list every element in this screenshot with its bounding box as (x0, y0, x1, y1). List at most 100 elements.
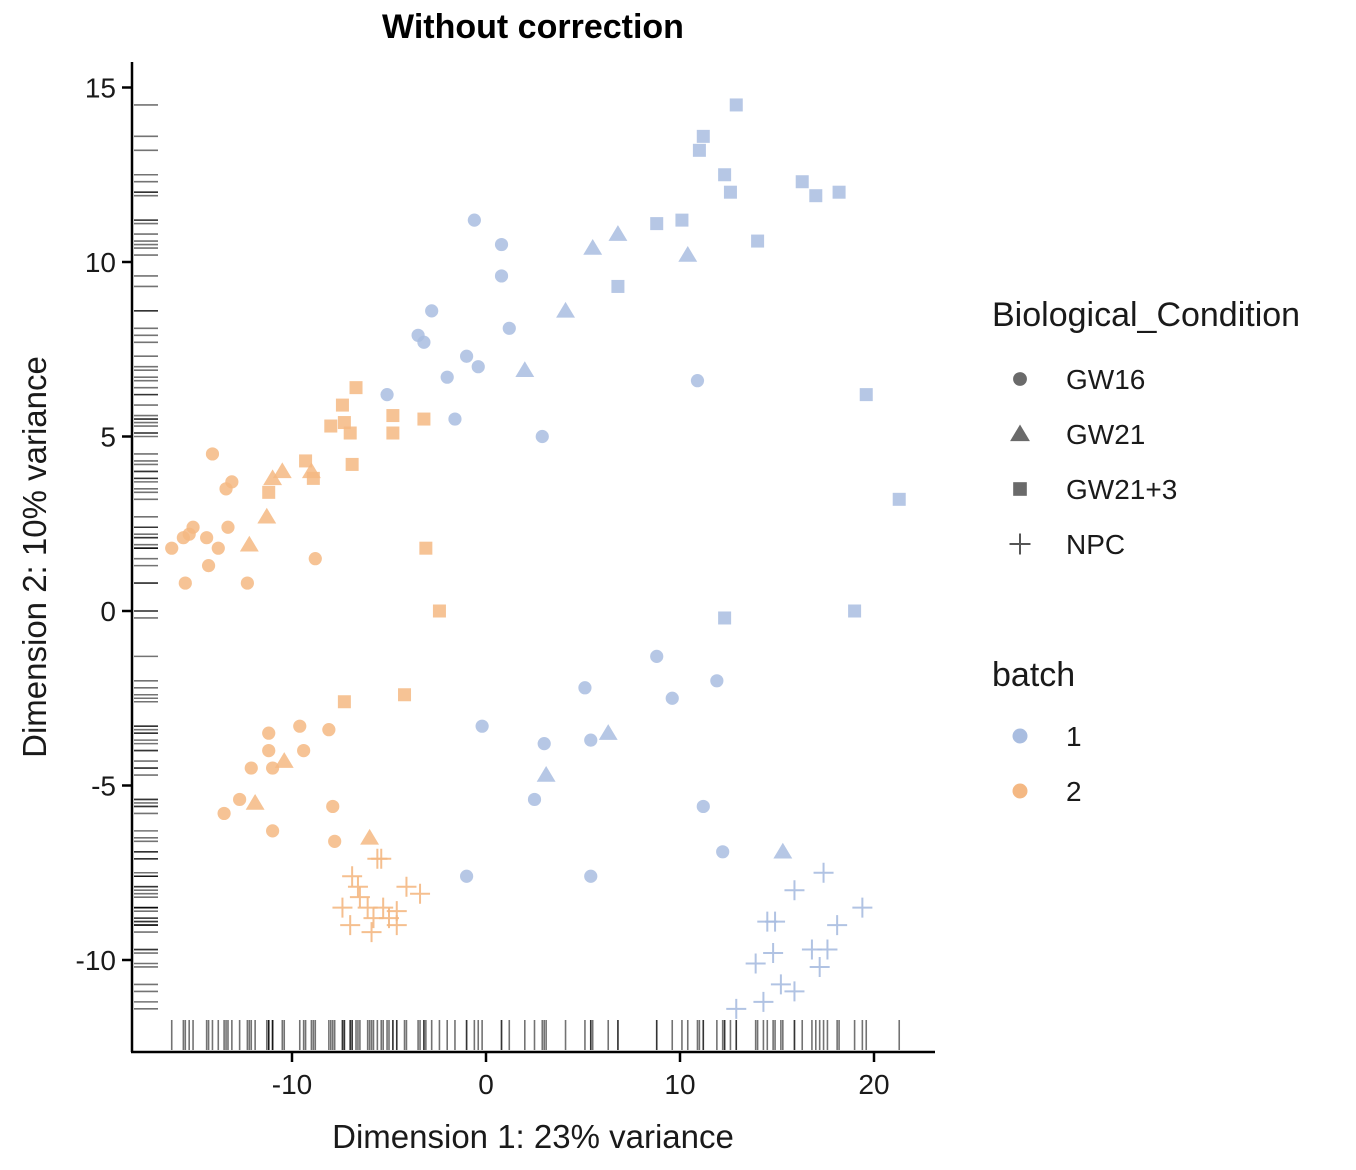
data-point (817, 939, 838, 960)
legend-item-label: 1 (1066, 721, 1082, 752)
data-point (494, 237, 509, 252)
legend-item-label: NPC (1066, 529, 1125, 560)
data-point (263, 469, 283, 486)
data-point (299, 454, 313, 468)
legend-batch-swatch (1012, 728, 1028, 744)
data-point (386, 426, 400, 440)
data-point (297, 744, 311, 758)
data-point (718, 168, 732, 182)
data-point (272, 462, 292, 479)
legend-title-condition: Biological_Condition (992, 296, 1300, 334)
data-point (266, 824, 280, 838)
data-point (262, 485, 276, 499)
legend-item-label: GW16 (1066, 364, 1145, 395)
data-point (240, 576, 254, 590)
data-point (471, 360, 485, 374)
data-point (770, 974, 791, 995)
legend: Biological_Condition GW16 GW21 GW21+3 NPC bat… (992, 296, 1300, 807)
data-point (848, 604, 862, 618)
data-point (710, 674, 724, 688)
data-point (852, 897, 873, 918)
x-rug (170, 1020, 901, 1050)
y-tick-label: 15 (85, 73, 116, 104)
data-points (165, 98, 906, 1019)
data-point (460, 869, 474, 883)
legend-batch-swatch (1012, 783, 1028, 799)
data-point (373, 897, 394, 918)
data-point (221, 520, 235, 534)
y-tick-label: 0 (100, 596, 116, 627)
data-point (328, 834, 342, 848)
data-point (608, 225, 628, 241)
data-point (211, 541, 225, 555)
chart-title: Without correction (382, 8, 684, 46)
y-tick-label: 5 (100, 422, 116, 453)
data-point (765, 911, 786, 932)
data-point (165, 541, 179, 555)
data-point (337, 416, 351, 430)
data-point (773, 842, 793, 859)
data-point (326, 799, 340, 814)
data-point (245, 793, 265, 810)
data-point (536, 766, 556, 782)
data-point (460, 349, 474, 363)
legend-item-label: GW21+3 (1066, 474, 1177, 505)
data-point (729, 98, 743, 112)
data-point (201, 559, 216, 573)
data-point (345, 457, 359, 471)
data-point (349, 381, 363, 395)
data-point (440, 370, 454, 384)
data-point (347, 876, 368, 897)
data-point (176, 531, 190, 545)
data-point (827, 915, 848, 936)
data-point (322, 723, 336, 737)
data-point (584, 733, 598, 747)
data-point (244, 761, 258, 775)
data-point (696, 799, 710, 814)
data-point (274, 752, 294, 768)
data-point (266, 761, 280, 775)
data-point (233, 792, 247, 807)
legend-triangle-icon (1010, 424, 1030, 442)
data-point (726, 998, 747, 1019)
data-point (361, 922, 382, 943)
x-axis-label: Dimension 1: 23% variance (332, 1118, 734, 1155)
data-point (723, 185, 737, 199)
data-point (396, 876, 417, 897)
data-point (340, 915, 361, 936)
data-point (678, 246, 698, 262)
data-point (502, 321, 516, 335)
data-point (219, 482, 233, 496)
data-point (751, 234, 765, 248)
data-point (425, 304, 439, 318)
y-axis-label: Dimension 2: 10% variance (16, 356, 53, 758)
data-point (583, 239, 603, 255)
data-point (262, 726, 276, 740)
data-point (349, 887, 370, 908)
data-point (578, 681, 592, 695)
data-point (690, 374, 705, 388)
data-point (467, 213, 481, 227)
data-point (293, 719, 307, 733)
data-point (257, 507, 277, 524)
data-point (239, 535, 259, 552)
data-point (753, 991, 774, 1012)
data-point (217, 806, 231, 821)
data-point (527, 792, 542, 807)
data-point (598, 724, 618, 740)
data-point (696, 129, 710, 143)
x-axis-ticks: -10 0 10 20 (272, 1052, 890, 1100)
data-point (813, 862, 834, 883)
x-tick-label: 0 (478, 1069, 494, 1100)
data-point (398, 688, 412, 702)
data-point (448, 412, 462, 426)
data-point (675, 213, 689, 227)
data-point (417, 412, 431, 426)
data-point (763, 943, 784, 964)
legend-item-label: GW21 (1066, 419, 1145, 450)
data-point (795, 175, 809, 189)
data-point (380, 388, 394, 402)
data-point (417, 335, 431, 349)
data-point (650, 217, 664, 231)
x-tick-label: 20 (858, 1069, 889, 1100)
